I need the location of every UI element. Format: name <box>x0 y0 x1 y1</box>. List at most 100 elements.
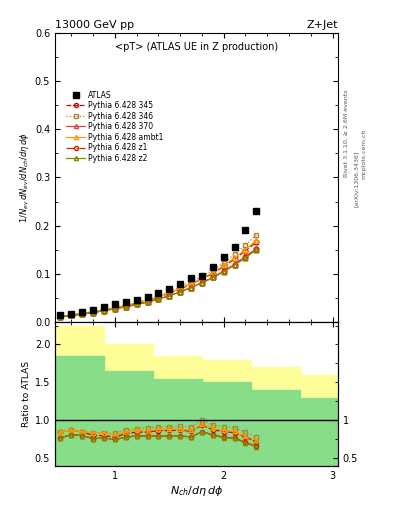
Pythia 6.428 346 <box>145 296 150 302</box>
ATLAS <box>69 311 74 317</box>
Legend: ATLAS, Pythia 6.428 345, Pythia 6.428 346, Pythia 6.428 370, Pythia 6.428 ambt1,: ATLAS, Pythia 6.428 345, Pythia 6.428 34… <box>64 89 165 164</box>
Pythia 6.428 z2 <box>58 314 63 320</box>
Pythia 6.428 ambt1 <box>156 294 161 300</box>
Pythia 6.428 z1 <box>123 304 128 310</box>
Pythia 6.428 z1 <box>200 280 204 286</box>
Pythia 6.428 346 <box>134 300 139 306</box>
Pythia 6.428 ambt1 <box>254 237 259 243</box>
Pythia 6.428 z1 <box>167 293 172 299</box>
Text: <pT> (ATLAS UE in Z production): <pT> (ATLAS UE in Z production) <box>115 42 278 52</box>
Pythia 6.428 z2 <box>200 280 204 286</box>
Pythia 6.428 ambt1 <box>211 270 215 276</box>
ATLAS <box>178 281 182 287</box>
Pythia 6.428 z1 <box>254 246 259 252</box>
ATLAS <box>134 297 139 303</box>
Pythia 6.428 370 <box>102 308 107 314</box>
Pythia 6.428 345 <box>58 313 63 319</box>
Y-axis label: Ratio to ATLAS: Ratio to ATLAS <box>22 361 31 427</box>
Pythia 6.428 370 <box>167 293 172 299</box>
ATLAS <box>211 264 215 270</box>
ATLAS <box>145 294 150 300</box>
Pythia 6.428 ambt1 <box>112 305 117 311</box>
Pythia 6.428 ambt1 <box>200 275 204 282</box>
Pythia 6.428 346 <box>211 267 215 273</box>
Pythia 6.428 370 <box>243 254 248 260</box>
Pythia 6.428 346 <box>102 307 107 313</box>
Pythia 6.428 ambt1 <box>69 312 74 318</box>
Pythia 6.428 z2 <box>102 308 107 314</box>
Pythia 6.428 ambt1 <box>102 307 107 313</box>
Line: Pythia 6.428 ambt1: Pythia 6.428 ambt1 <box>58 238 259 319</box>
Pythia 6.428 370 <box>91 309 95 315</box>
Pythia 6.428 z2 <box>189 285 193 291</box>
ATLAS <box>112 302 117 308</box>
Text: mcplots.cern.ch: mcplots.cern.ch <box>362 129 367 179</box>
Pythia 6.428 346 <box>91 309 95 315</box>
ATLAS <box>254 208 259 214</box>
Pythia 6.428 345 <box>69 312 74 318</box>
Pythia 6.428 345 <box>200 276 204 282</box>
X-axis label: $N_{ch}/d\eta\,d\phi$: $N_{ch}/d\eta\,d\phi$ <box>170 483 223 498</box>
ATLAS <box>91 307 95 313</box>
Pythia 6.428 ambt1 <box>167 290 172 296</box>
Pythia 6.428 ambt1 <box>91 309 95 315</box>
Pythia 6.428 370 <box>232 262 237 268</box>
Pythia 6.428 345 <box>243 247 248 253</box>
Pythia 6.428 345 <box>178 286 182 292</box>
Pythia 6.428 z1 <box>69 312 74 318</box>
ATLAS <box>189 275 193 281</box>
Text: Rivet 3.1.10, ≥ 2.6M events: Rivet 3.1.10, ≥ 2.6M events <box>344 90 349 177</box>
Pythia 6.428 370 <box>200 280 204 286</box>
Pythia 6.428 z2 <box>254 246 259 252</box>
ATLAS <box>200 273 204 279</box>
Pythia 6.428 z1 <box>232 262 237 268</box>
Pythia 6.428 ambt1 <box>178 286 182 292</box>
Pythia 6.428 370 <box>58 314 63 320</box>
Pythia 6.428 346 <box>112 304 117 310</box>
Line: Pythia 6.428 z2: Pythia 6.428 z2 <box>58 247 259 319</box>
ATLAS <box>102 304 107 310</box>
Pythia 6.428 346 <box>69 312 74 318</box>
Pythia 6.428 346 <box>254 232 259 238</box>
Pythia 6.428 z1 <box>80 311 84 317</box>
ATLAS <box>167 286 172 292</box>
Pythia 6.428 345 <box>134 301 139 307</box>
Pythia 6.428 ambt1 <box>58 313 63 319</box>
Pythia 6.428 z1 <box>112 306 117 312</box>
Pythia 6.428 z2 <box>167 293 172 299</box>
Pythia 6.428 345 <box>232 256 237 262</box>
Pythia 6.428 370 <box>211 274 215 281</box>
Text: Z+Jet: Z+Jet <box>307 20 338 30</box>
Pythia 6.428 370 <box>178 289 182 295</box>
Pythia 6.428 370 <box>189 285 193 291</box>
Pythia 6.428 346 <box>221 260 226 266</box>
Pythia 6.428 z1 <box>91 309 95 315</box>
Pythia 6.428 346 <box>123 302 128 308</box>
Pythia 6.428 370 <box>156 296 161 302</box>
Text: [arXiv:1306.3436]: [arXiv:1306.3436] <box>354 151 359 207</box>
Pythia 6.428 ambt1 <box>145 297 150 303</box>
Pythia 6.428 370 <box>254 246 259 252</box>
Line: Pythia 6.428 345: Pythia 6.428 345 <box>58 240 259 319</box>
Pythia 6.428 z2 <box>112 306 117 312</box>
Pythia 6.428 z2 <box>178 289 182 295</box>
ATLAS <box>243 227 248 233</box>
Pythia 6.428 346 <box>58 313 63 319</box>
Pythia 6.428 ambt1 <box>243 246 248 252</box>
Pythia 6.428 z2 <box>232 262 237 268</box>
ATLAS <box>80 309 84 315</box>
Pythia 6.428 346 <box>178 284 182 290</box>
Pythia 6.428 z2 <box>211 274 215 281</box>
Pythia 6.428 z1 <box>134 302 139 308</box>
Pythia 6.428 345 <box>211 270 215 276</box>
Line: Pythia 6.428 z1: Pythia 6.428 z1 <box>58 247 259 319</box>
Pythia 6.428 345 <box>189 281 193 287</box>
Pythia 6.428 345 <box>254 239 259 245</box>
Pythia 6.428 z1 <box>145 299 150 305</box>
Pythia 6.428 z2 <box>134 302 139 308</box>
Pythia 6.428 346 <box>189 279 193 285</box>
Pythia 6.428 346 <box>232 251 237 258</box>
Text: 13000 GeV pp: 13000 GeV pp <box>55 20 134 30</box>
ATLAS <box>156 290 161 296</box>
Pythia 6.428 345 <box>102 307 107 313</box>
